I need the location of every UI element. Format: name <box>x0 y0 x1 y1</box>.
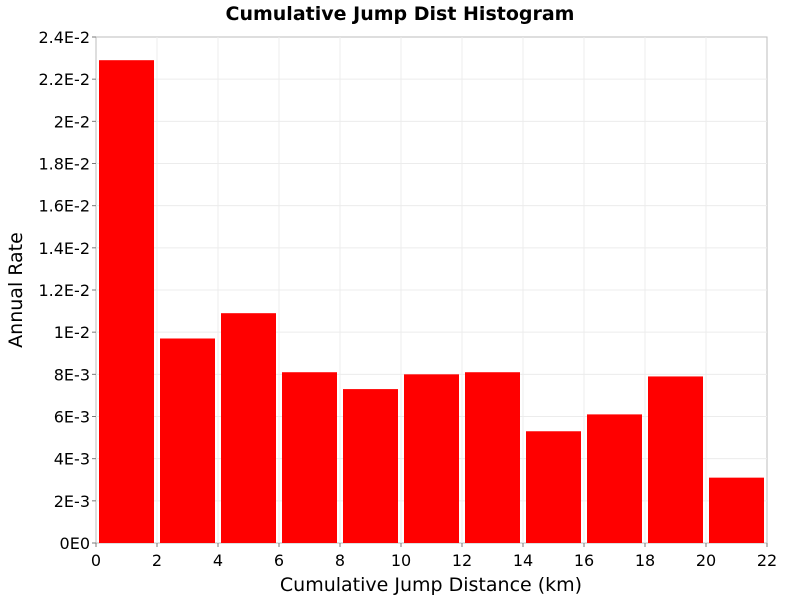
histogram-bar <box>221 313 276 543</box>
histogram-bar <box>648 376 703 543</box>
y-axis-label: Annual Rate <box>5 232 27 348</box>
histogram-bar <box>343 389 398 543</box>
histogram-bar <box>465 372 520 543</box>
histogram-bar <box>160 338 215 543</box>
y-tick-label: 2.2E-2 <box>38 70 90 89</box>
histogram-bar <box>587 414 642 543</box>
x-tick-label: 2 <box>152 551 162 570</box>
y-tick-label: 2.4E-2 <box>38 28 90 47</box>
x-tick-label: 12 <box>452 551 472 570</box>
y-tick-label: 6E-3 <box>54 408 90 427</box>
y-tick-label: 4E-3 <box>54 450 90 469</box>
y-tick-label: 0E0 <box>60 534 90 553</box>
x-tick-label: 0 <box>91 551 101 570</box>
x-tick-label: 18 <box>635 551 655 570</box>
x-axis-ticks: 0 2 4 6 8 10 12 14 16 18 20 22 <box>91 543 777 570</box>
y-tick-label: 2E-2 <box>54 112 90 131</box>
y-tick-label: 2E-3 <box>54 492 90 511</box>
x-tick-label: 4 <box>213 551 223 570</box>
y-tick-label: 1.6E-2 <box>38 197 90 216</box>
x-tick-label: 16 <box>574 551 594 570</box>
histogram-bar <box>282 372 337 543</box>
x-tick-label: 6 <box>274 551 284 570</box>
x-axis-label: Cumulative Jump Distance (km) <box>280 574 582 596</box>
histogram-bar <box>526 431 581 543</box>
bars <box>99 60 764 544</box>
y-tick-label: 1.4E-2 <box>38 239 90 258</box>
x-tick-label: 10 <box>391 551 411 570</box>
histogram-bar <box>404 374 459 543</box>
y-axis-ticks: 0E0 2E-3 4E-3 6E-3 8E-3 1E-2 1.2E-2 1.4E-2 1.6E-… <box>38 28 96 553</box>
y-tick-label: 8E-3 <box>54 365 90 384</box>
x-tick-label: 14 <box>513 551 533 570</box>
y-tick-label: 1.2E-2 <box>38 281 90 300</box>
y-tick-label: 1E-2 <box>54 323 90 342</box>
chart-title: Cumulative Jump Dist Histogram <box>226 3 575 25</box>
x-tick-label: 22 <box>757 551 777 570</box>
x-tick-label: 20 <box>696 551 716 570</box>
y-tick-label: 1.8E-2 <box>38 155 90 174</box>
histogram-bar <box>99 60 154 544</box>
histogram-bar <box>709 477 764 543</box>
x-tick-label: 8 <box>335 551 345 570</box>
